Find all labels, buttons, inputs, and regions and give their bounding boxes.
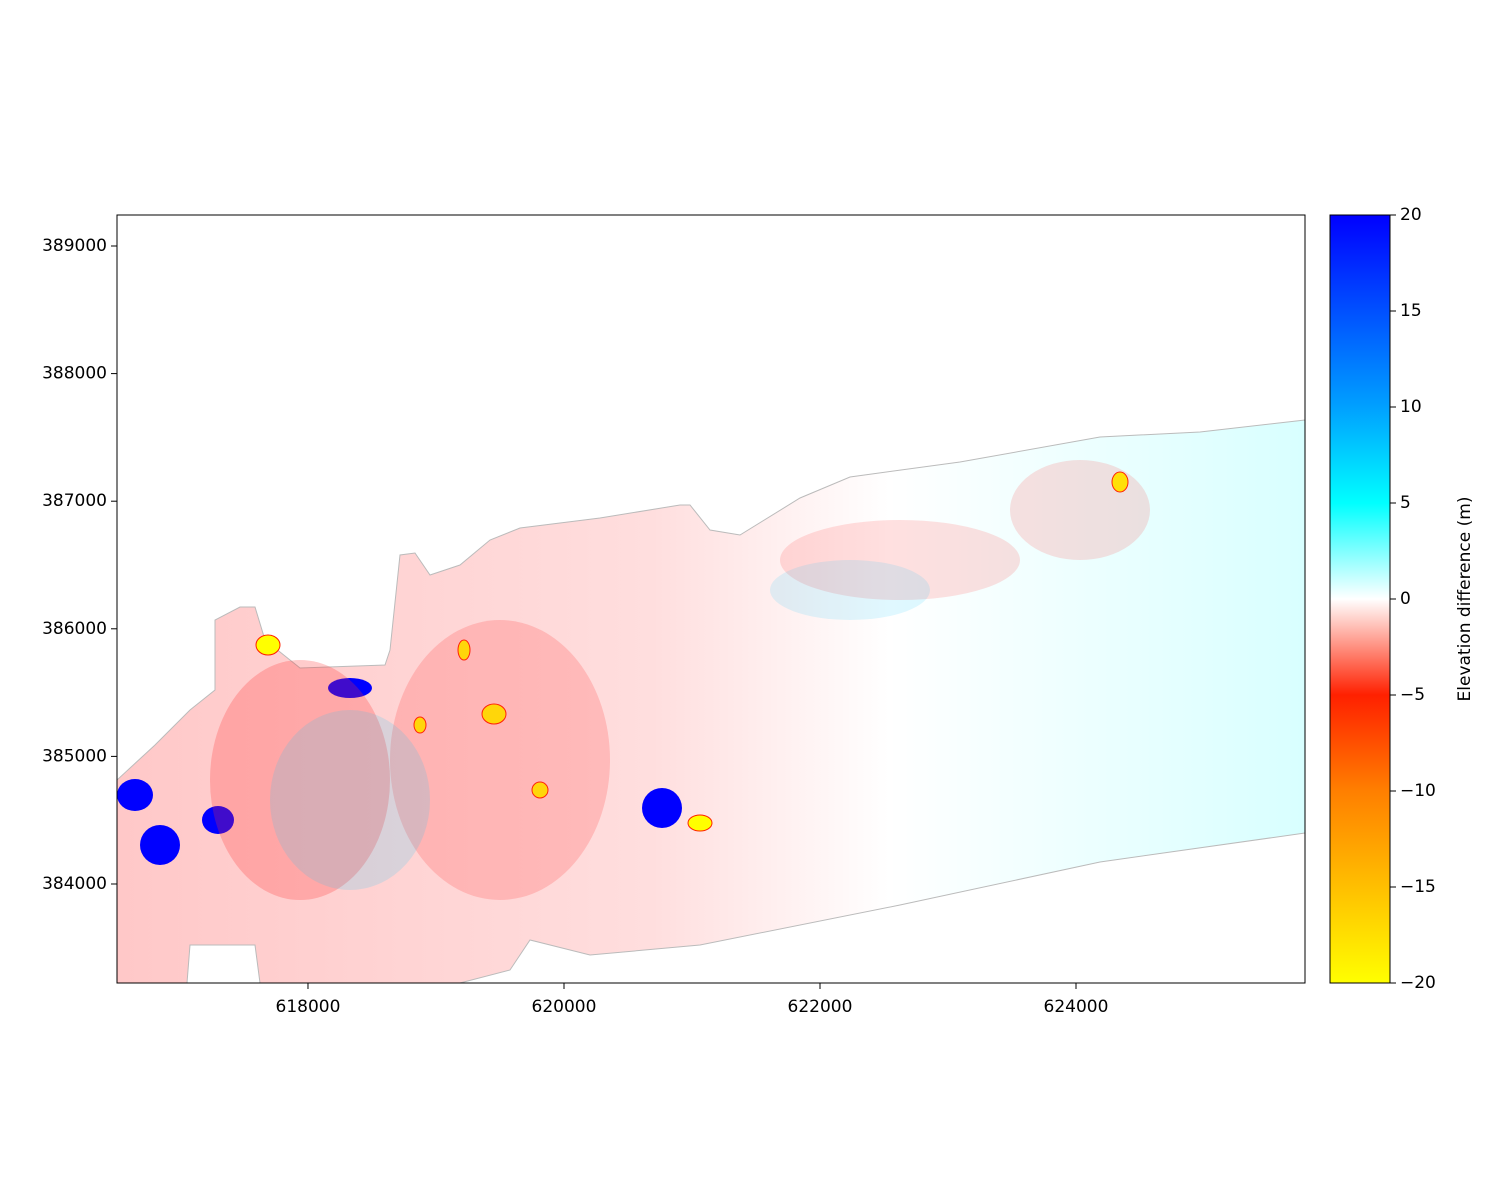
map-area <box>117 419 1305 983</box>
colorbar-tick-label: 5 <box>1400 493 1411 513</box>
x-tick-label: 622000 <box>788 997 853 1017</box>
colorbar-tick-label: −15 <box>1400 877 1436 897</box>
colorbar-tick-label: 15 <box>1400 301 1422 321</box>
x-tick-label: 624000 <box>1044 997 1109 1017</box>
raster-map <box>117 419 1305 983</box>
y-tick-label: 386000 <box>42 619 107 639</box>
map-texture <box>117 460 1150 900</box>
y-tick-label: 388000 <box>42 364 107 384</box>
colorbar-tick-label: −5 <box>1400 685 1425 705</box>
y-tick-label: 387000 <box>42 491 107 511</box>
axes-frame <box>116 214 1306 984</box>
y-tick-label: 385000 <box>42 746 107 766</box>
y-tick-label: 384000 <box>42 874 107 894</box>
x-tick-label: 620000 <box>532 997 597 1017</box>
colorbar-tick-label: 20 <box>1400 205 1422 225</box>
colorbar-tick-label: 0 <box>1400 589 1411 609</box>
colorbar-tick-label: 10 <box>1400 397 1422 417</box>
y-tick-label: 389000 <box>42 236 107 256</box>
colorbar-label: Elevation difference (m) <box>1455 497 1475 702</box>
colorbar-tick-label: −10 <box>1400 781 1436 801</box>
colorbar <box>1329 214 1391 984</box>
colorbar-tick-label: −20 <box>1400 973 1436 993</box>
x-tick-label: 618000 <box>276 997 341 1017</box>
